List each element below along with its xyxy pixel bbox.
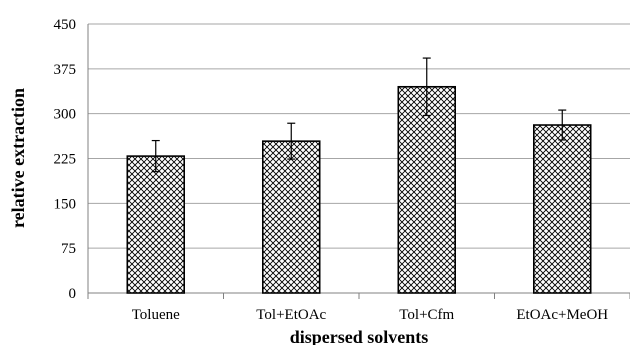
x-tick-label: Tol+EtOAc: [256, 307, 326, 323]
y-tick-label: 300: [54, 107, 77, 123]
y-tick-label: 375: [54, 62, 77, 78]
y-axis-title: relative extraction: [8, 88, 28, 228]
bar: [532, 124, 592, 294]
x-tick-label: Toluene: [132, 307, 180, 323]
x-tick-label: Tol+Cfm: [399, 307, 454, 323]
y-tick-label: 450: [54, 17, 77, 33]
y-tick-label: 150: [54, 196, 77, 212]
bar: [126, 155, 186, 294]
bar-layer: [126, 57, 592, 294]
bar: [261, 140, 321, 294]
y-tick-label: 0: [69, 286, 77, 302]
y-tick-label: 75: [61, 241, 76, 257]
x-tick-label: EtOAc+MeOH: [516, 307, 608, 323]
label-layer: 0 75 150 225 300 375 450 Toluene Tol+EtOAc Tol+Cf…: [54, 17, 609, 323]
y-tick-label: 225: [54, 152, 77, 168]
x-axis-title: dispersed solvents: [290, 327, 429, 345]
bar: [397, 85, 457, 294]
